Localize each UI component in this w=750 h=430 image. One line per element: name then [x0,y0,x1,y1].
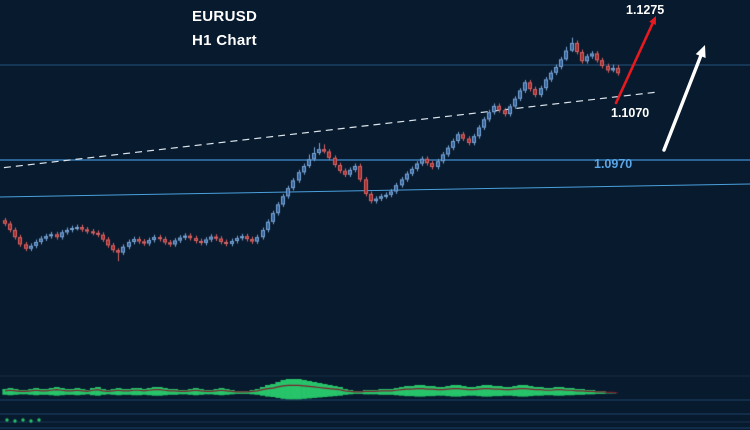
support-price-label: 1.0970 [594,157,633,171]
symbol-label: EURUSD [192,8,258,25]
timeframe-label: H1 Chart [192,32,257,49]
target-price-label: 1.1275 [626,3,665,17]
resistance-price-label: 1.1070 [611,106,650,120]
